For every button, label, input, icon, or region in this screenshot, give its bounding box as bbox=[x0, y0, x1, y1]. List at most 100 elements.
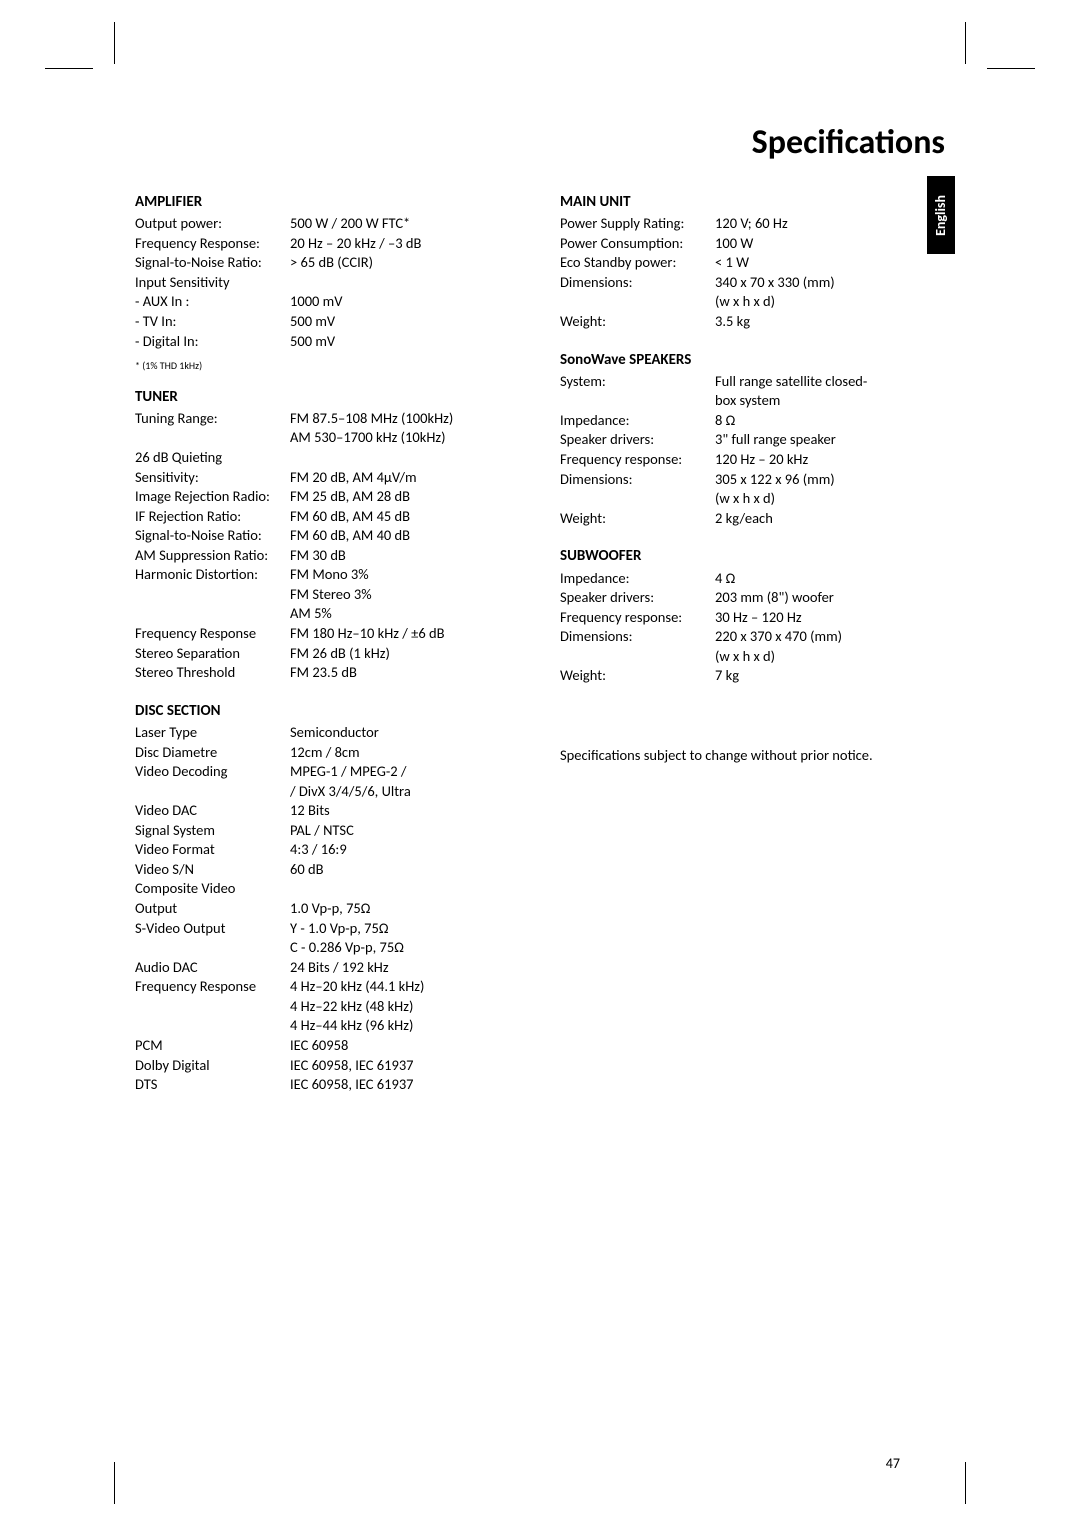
spec-value: FM 26 dB (1 kHz) bbox=[290, 644, 520, 664]
spec-label bbox=[135, 585, 290, 605]
spec-label: Frequency response: bbox=[560, 608, 715, 628]
spec-value: FM 180 Hz–10 kHz / ±6 dB bbox=[290, 624, 520, 644]
spec-label bbox=[560, 391, 715, 411]
spec-label bbox=[135, 428, 290, 448]
spec-label bbox=[135, 997, 290, 1017]
spec-label: Weight: bbox=[560, 666, 715, 686]
spec-label: Dolby Digital bbox=[135, 1056, 290, 1076]
spec-value: 120 Hz – 20 kHz bbox=[715, 450, 945, 470]
spec-label: Signal-to-Noise Ratio: bbox=[135, 253, 290, 273]
spec-label: Speaker drivers: bbox=[560, 588, 715, 608]
spec-value: 100 W bbox=[715, 234, 945, 254]
spec-value: AM 5% bbox=[290, 604, 520, 624]
spec-value: FM Mono 3% bbox=[290, 565, 520, 585]
spec-label: Power Supply Rating: bbox=[560, 214, 715, 234]
spec-label: Stereo Threshold bbox=[135, 663, 290, 683]
spec-value: 120 V; 60 Hz bbox=[715, 214, 945, 234]
spec-value: FM 20 dB, AM 4µV/m bbox=[290, 468, 520, 488]
subwoofer-heading: SUBWOOFER bbox=[560, 546, 945, 566]
spec-label: Output power: bbox=[135, 214, 290, 234]
spec-label: Dimensions: bbox=[560, 627, 715, 647]
spec-value: 500 mV bbox=[290, 312, 520, 332]
spec-label: Video Format bbox=[135, 840, 290, 860]
spec-value: (w x h x d) bbox=[715, 292, 945, 312]
spec-value: 4 Ω bbox=[715, 569, 945, 589]
spec-label bbox=[560, 489, 715, 509]
spec-value: box system bbox=[715, 391, 945, 411]
spec-value bbox=[290, 448, 520, 468]
spec-value: (w x h x d) bbox=[715, 489, 945, 509]
spec-value: FM 60 dB, AM 40 dB bbox=[290, 526, 520, 546]
spec-label: Frequency Response bbox=[135, 624, 290, 644]
main-unit-rows: Power Supply Rating:120 V; 60 Hz Power C… bbox=[560, 214, 945, 331]
spec-value: FM 87.5–108 MHz (100kHz) bbox=[290, 409, 520, 429]
spec-value: IEC 60958, IEC 61937 bbox=[290, 1056, 520, 1076]
spec-value: 60 dB bbox=[290, 860, 520, 880]
spec-value: 220 x 370 x 470 (mm) bbox=[715, 627, 945, 647]
spec-label: Video DAC bbox=[135, 801, 290, 821]
spec-label: Image Rejection Radio: bbox=[135, 487, 290, 507]
spec-value bbox=[290, 273, 520, 293]
spec-value: C - 0.286 Vp-p, 75Ω bbox=[290, 938, 520, 958]
spec-label: Frequency response: bbox=[560, 450, 715, 470]
spec-value: Semiconductor bbox=[290, 723, 520, 743]
spec-label: Impedance: bbox=[560, 411, 715, 431]
spec-label: Tuning Range: bbox=[135, 409, 290, 429]
spec-value: 500 W / 200 W FTC* bbox=[290, 214, 520, 234]
spec-label: IF Rejection Ratio: bbox=[135, 507, 290, 527]
spec-value: 2 kg/each bbox=[715, 509, 945, 529]
spec-label: Sensitivity: bbox=[135, 468, 290, 488]
spec-value: 12 Bits bbox=[290, 801, 520, 821]
spec-label: Eco Standby power: bbox=[560, 253, 715, 273]
spec-label: Output bbox=[135, 899, 290, 919]
spec-value: > 65 dB (CCIR) bbox=[290, 253, 520, 273]
spec-label: 26 dB Quieting bbox=[135, 448, 290, 468]
disc-rows: Laser TypeSemiconductor Disc Diametre12c… bbox=[135, 723, 520, 1095]
spec-label bbox=[135, 938, 290, 958]
spec-value: 305 x 122 x 96 (mm) bbox=[715, 470, 945, 490]
spec-label: Frequency Response bbox=[135, 977, 290, 997]
spec-value: PAL / NTSC bbox=[290, 821, 520, 841]
spec-label: Video S/N bbox=[135, 860, 290, 880]
spec-value: FM 60 dB, AM 45 dB bbox=[290, 507, 520, 527]
spec-label: Composite Video bbox=[135, 879, 290, 899]
spec-label: Input Sensitivity bbox=[135, 273, 290, 293]
spec-label: Dimensions: bbox=[560, 470, 715, 490]
spec-value: 4:3 / 16:9 bbox=[290, 840, 520, 860]
spec-label: Frequency Response: bbox=[135, 234, 290, 254]
spec-label: Weight: bbox=[560, 509, 715, 529]
spec-label: Video Decoding bbox=[135, 762, 290, 782]
content-columns: AMPLIFIER Output power:500 W / 200 W FTC… bbox=[135, 188, 945, 1095]
spec-label: Dimensions: bbox=[560, 273, 715, 293]
page-number: 47 bbox=[886, 1455, 900, 1474]
spec-label: Audio DAC bbox=[135, 958, 290, 978]
spec-value: Full range satellite closed- bbox=[715, 372, 945, 392]
amplifier-heading: AMPLIFIER bbox=[135, 192, 520, 212]
spec-label: Impedance: bbox=[560, 569, 715, 589]
spec-label: System: bbox=[560, 372, 715, 392]
spec-value: IEC 60958, IEC 61937 bbox=[290, 1075, 520, 1095]
spec-value: 4 Hz–44 kHz (96 kHz) bbox=[290, 1016, 520, 1036]
spec-label bbox=[135, 782, 290, 802]
spec-label: Weight: bbox=[560, 312, 715, 332]
spec-value: 4 Hz–20 kHz (44.1 kHz) bbox=[290, 977, 520, 997]
spec-label: - TV In: bbox=[135, 312, 290, 332]
spec-label: PCM bbox=[135, 1036, 290, 1056]
left-column: AMPLIFIER Output power:500 W / 200 W FTC… bbox=[135, 188, 520, 1095]
amplifier-rows: Output power:500 W / 200 W FTC* Frequenc… bbox=[135, 214, 520, 351]
spec-value: FM 23.5 dB bbox=[290, 663, 520, 683]
language-tab: English bbox=[927, 176, 955, 254]
spec-value: / DivX 3/4/5/6, Ultra bbox=[290, 782, 520, 802]
spec-label: S-Video Output bbox=[135, 919, 290, 939]
spec-label bbox=[560, 292, 715, 312]
spec-value: (w x h x d) bbox=[715, 647, 945, 667]
right-column: MAIN UNIT Power Supply Rating:120 V; 60 … bbox=[560, 188, 945, 1095]
spec-label: AM Suppression Ratio: bbox=[135, 546, 290, 566]
spec-value: IEC 60958 bbox=[290, 1036, 520, 1056]
change-notice: Specifications subject to change without… bbox=[560, 746, 945, 766]
spec-value: MPEG-1 / MPEG-2 / bbox=[290, 762, 520, 782]
spec-value: FM Stereo 3% bbox=[290, 585, 520, 605]
subwoofer-rows: Impedance:4 Ω Speaker drivers:203 mm (8"… bbox=[560, 569, 945, 686]
spec-value: 203 mm (8") woofer bbox=[715, 588, 945, 608]
spec-value bbox=[290, 879, 520, 899]
